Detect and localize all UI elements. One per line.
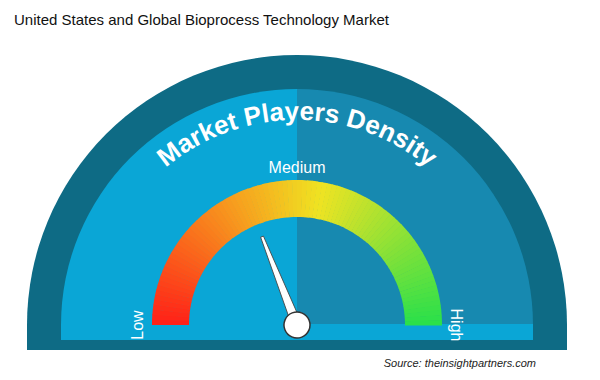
needle	[250, 232, 314, 342]
gauge-band	[152, 180, 442, 326]
tick-label: High	[448, 309, 465, 342]
gauge-band-segment	[292, 180, 298, 217]
annotation: Source: theinsightpartners.com	[384, 357, 536, 369]
subtitle: Market Players Density	[151, 96, 444, 173]
title: United States and Global Bioprocess Tech…	[14, 11, 390, 28]
chart: United States and Global Bioprocess Tech…	[0, 0, 600, 380]
tick-label: Low	[129, 310, 146, 340]
gauge-band-segment	[405, 320, 442, 326]
gauge: Low Medium High	[27, 55, 567, 350]
needle-pivot	[280, 308, 314, 342]
subtitle-text: Market Players Density	[151, 96, 444, 173]
tick-label: Medium	[269, 159, 326, 176]
gauge-frame	[27, 55, 567, 325]
